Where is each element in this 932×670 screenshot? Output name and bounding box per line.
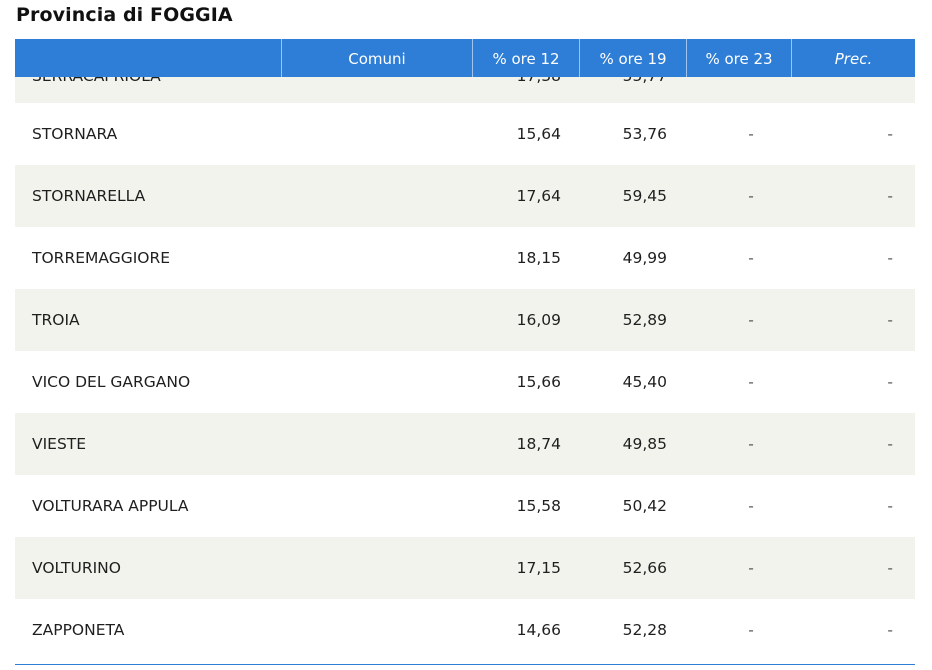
row-ore12-value: 15,58: [516, 497, 561, 515]
row-ore12-value: 17,64: [516, 187, 561, 205]
table-header: Comuni % ore 12 % ore 19 % ore 23 Prec.: [15, 39, 915, 77]
row-ore19-value: 49,85: [622, 435, 667, 453]
row-ore19-value: 59,45: [622, 187, 667, 205]
row-prec-value: -: [887, 125, 893, 143]
province-title: Provincia di FOGGIA: [16, 4, 233, 26]
header-prec[interactable]: Prec.: [834, 50, 873, 68]
table-row: TORREMAGGIORE 18,15 49,99 - -: [15, 227, 915, 289]
table-bottom-border: [15, 664, 915, 665]
header-ore23[interactable]: % ore 23: [705, 50, 773, 68]
row-ore19-value: 49,99: [622, 249, 667, 267]
row-ore19-value: 52,28: [622, 621, 667, 639]
row-prec-value: -: [887, 559, 893, 577]
row-comune-name: ZAPPONETA: [32, 621, 125, 639]
row-prec-value: -: [887, 249, 893, 267]
header-divider: [281, 39, 282, 77]
row-ore23-value: -: [748, 559, 754, 577]
row-ore12-value: 18,74: [516, 435, 561, 453]
row-comune-name: TROIA: [32, 311, 80, 329]
row-ore19-value: 52,66: [622, 559, 667, 577]
table-row: STORNARA 15,64 53,76 - -: [15, 103, 915, 165]
table-row: STORNARELLA 17,64 59,45 - -: [15, 165, 915, 227]
row-prec-value: -: [887, 373, 893, 391]
table-row: VICO DEL GARGANO 15,66 45,40 - -: [15, 351, 915, 413]
row-prec-value: -: [887, 311, 893, 329]
row-ore12-value: 17,15: [516, 559, 561, 577]
header-ore19[interactable]: % ore 19: [599, 50, 667, 68]
row-ore19-value: 52,89: [622, 311, 667, 329]
row-prec-value: -: [887, 187, 893, 205]
row-ore12-value: 18,15: [516, 249, 561, 267]
table-row: ZAPPONETA 14,66 52,28 - -: [15, 599, 915, 661]
row-ore19-value: 53,76: [622, 125, 667, 143]
table-body: SERRACAPRIOLA 17,38 55,77 STORNARA 15,64…: [15, 39, 915, 661]
row-prec-value: -: [887, 497, 893, 515]
row-prec-value: -: [887, 435, 893, 453]
header-divider: [579, 39, 580, 77]
row-ore12-value: 15,64: [516, 125, 561, 143]
header-divider: [472, 39, 473, 77]
row-comune-name: TORREMAGGIORE: [32, 249, 171, 267]
row-ore23-value: -: [748, 373, 754, 391]
row-ore12-value: 15,66: [516, 373, 561, 391]
row-comune-name: VOLTURARA APPULA: [32, 497, 189, 515]
header-ore12[interactable]: % ore 12: [492, 50, 560, 68]
header-divider: [791, 39, 792, 77]
row-ore19-value: 45,40: [622, 373, 667, 391]
row-comune-name: VIESTE: [32, 435, 87, 453]
header-comuni[interactable]: Comuni: [348, 50, 406, 68]
row-ore23-value: -: [748, 497, 754, 515]
header-divider: [686, 39, 687, 77]
row-comune-name: STORNARA: [32, 125, 118, 143]
row-prec-value: -: [887, 621, 893, 639]
row-comune-name: STORNARELLA: [32, 187, 146, 205]
row-ore23-value: -: [748, 435, 754, 453]
row-ore19-value: 50,42: [622, 497, 667, 515]
row-ore23-value: -: [748, 125, 754, 143]
turnout-table: SERRACAPRIOLA 17,38 55,77 STORNARA 15,64…: [15, 39, 915, 665]
table-row: TROIA 16,09 52,89 - -: [15, 289, 915, 351]
row-comune-name: VOLTURINO: [32, 559, 121, 577]
table-row: VIESTE 18,74 49,85 - -: [15, 413, 915, 475]
row-ore23-value: -: [748, 249, 754, 267]
row-comune-name: VICO DEL GARGANO: [32, 373, 191, 391]
row-ore12-value: 14,66: [516, 621, 561, 639]
table-row: VOLTURINO 17,15 52,66 - -: [15, 537, 915, 599]
row-ore23-value: -: [748, 311, 754, 329]
table-row: VOLTURARA APPULA 15,58 50,42 - -: [15, 475, 915, 537]
row-ore12-value: 16,09: [516, 311, 561, 329]
row-ore23-value: -: [748, 187, 754, 205]
row-ore23-value: -: [748, 621, 754, 639]
